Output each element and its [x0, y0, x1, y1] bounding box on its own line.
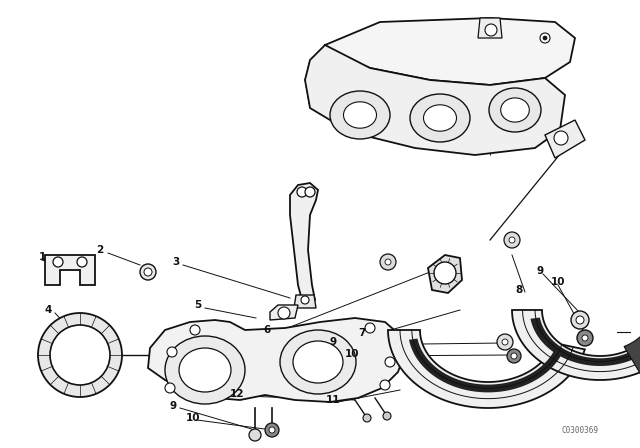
Text: 10: 10 — [186, 413, 200, 423]
Text: 7: 7 — [358, 328, 365, 338]
Ellipse shape — [489, 88, 541, 132]
Circle shape — [380, 254, 396, 270]
Circle shape — [576, 316, 584, 324]
Circle shape — [507, 349, 521, 363]
Ellipse shape — [410, 94, 470, 142]
Circle shape — [165, 383, 175, 393]
Circle shape — [249, 429, 261, 441]
Polygon shape — [294, 295, 316, 308]
Ellipse shape — [344, 102, 376, 128]
Circle shape — [497, 334, 513, 350]
Circle shape — [140, 264, 156, 280]
Circle shape — [301, 296, 309, 304]
Circle shape — [582, 335, 588, 341]
Polygon shape — [290, 183, 318, 302]
Circle shape — [190, 325, 200, 335]
Circle shape — [278, 307, 290, 319]
Text: C0300369: C0300369 — [561, 426, 598, 435]
Circle shape — [269, 427, 275, 433]
Circle shape — [50, 325, 110, 385]
Polygon shape — [545, 120, 585, 158]
Text: 6: 6 — [264, 325, 271, 335]
Circle shape — [380, 380, 390, 390]
Circle shape — [363, 414, 371, 422]
Polygon shape — [325, 18, 575, 85]
Circle shape — [305, 187, 315, 197]
Ellipse shape — [179, 348, 231, 392]
Circle shape — [577, 330, 593, 346]
Text: 12: 12 — [230, 389, 244, 399]
Circle shape — [571, 311, 589, 329]
Polygon shape — [305, 45, 565, 155]
Circle shape — [53, 257, 63, 267]
Polygon shape — [45, 255, 95, 285]
Ellipse shape — [293, 341, 343, 383]
Polygon shape — [478, 18, 502, 38]
Text: 10: 10 — [551, 277, 565, 287]
Ellipse shape — [500, 98, 529, 122]
Circle shape — [297, 187, 307, 197]
Text: 2: 2 — [97, 245, 104, 255]
Circle shape — [144, 268, 152, 276]
Circle shape — [385, 259, 391, 265]
Text: 11: 11 — [326, 395, 340, 405]
Text: 9: 9 — [170, 401, 177, 411]
Polygon shape — [148, 318, 405, 402]
Circle shape — [543, 36, 547, 40]
Text: 4: 4 — [44, 305, 52, 315]
Polygon shape — [428, 255, 462, 293]
Polygon shape — [388, 330, 585, 408]
Ellipse shape — [330, 91, 390, 139]
Circle shape — [504, 232, 520, 248]
Circle shape — [509, 237, 515, 243]
Text: 9: 9 — [330, 337, 337, 347]
Circle shape — [554, 131, 568, 145]
Text: 8: 8 — [515, 285, 523, 295]
Circle shape — [365, 323, 375, 333]
Circle shape — [265, 423, 279, 437]
Circle shape — [77, 257, 87, 267]
Circle shape — [385, 357, 395, 367]
Text: 9: 9 — [536, 266, 543, 276]
Text: 1: 1 — [38, 252, 45, 262]
Polygon shape — [409, 339, 563, 392]
Ellipse shape — [165, 336, 245, 404]
Circle shape — [540, 33, 550, 43]
Polygon shape — [624, 316, 640, 377]
Circle shape — [511, 353, 517, 359]
Polygon shape — [512, 310, 640, 380]
Circle shape — [383, 412, 391, 420]
Circle shape — [167, 347, 177, 357]
Circle shape — [502, 339, 508, 345]
Ellipse shape — [280, 330, 356, 394]
Circle shape — [434, 262, 456, 284]
Circle shape — [38, 313, 122, 397]
Text: 5: 5 — [195, 300, 202, 310]
Polygon shape — [270, 305, 298, 320]
Ellipse shape — [424, 105, 456, 131]
Text: 10: 10 — [345, 349, 359, 359]
Text: 3: 3 — [172, 257, 180, 267]
Polygon shape — [531, 318, 640, 366]
Circle shape — [485, 24, 497, 36]
